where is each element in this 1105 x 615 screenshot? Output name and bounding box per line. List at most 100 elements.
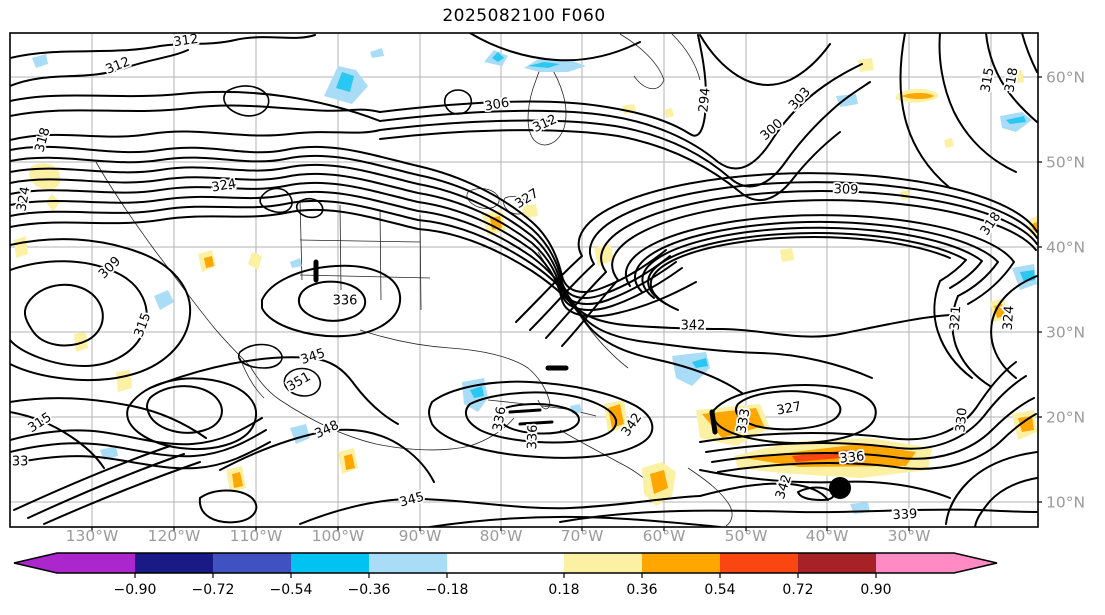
chart-title: 2025082100 F060 [442, 6, 606, 26]
contour-line [429, 515, 721, 527]
contour-line [24, 283, 104, 347]
contour-line [299, 495, 701, 525]
shaded-region [492, 52, 504, 62]
shaded-region [470, 386, 484, 398]
shaded-region [780, 248, 794, 262]
colorbar-tick-label: −0.72 [192, 582, 235, 598]
contour-line [10, 90, 381, 122]
contour-line [469, 33, 641, 62]
colorbar-tick-label: −0.36 [348, 582, 391, 598]
lon-tick-label: 110°W [230, 527, 283, 545]
shaded-region [32, 54, 48, 68]
shaded-region [522, 204, 538, 218]
colorbar-tick-label: −0.18 [426, 582, 469, 598]
contour-line [649, 236, 951, 311]
contour-line [10, 190, 951, 338]
contour-label: 333 [734, 407, 753, 434]
contour-line [508, 408, 542, 414]
shaded-region [1012, 70, 1024, 84]
contour-label: 321 [948, 305, 965, 331]
contour-label: 318 [33, 126, 54, 154]
contour-line [10, 199, 873, 379]
contour-line [515, 172, 1038, 323]
shaded-region [116, 370, 132, 392]
contour-label: 324 [1001, 305, 1018, 331]
contour-label: 309 [833, 182, 858, 198]
contour-line [43, 461, 201, 525]
contour-line [945, 451, 1038, 525]
contour-line [149, 356, 399, 425]
contour-label: 342 [681, 319, 706, 334]
contour-label: 336 [333, 294, 358, 309]
contour-label: 315 [132, 311, 155, 339]
contour-line [443, 89, 473, 115]
contour-line [1021, 33, 1038, 73]
colorbar-tick-label: −0.54 [270, 582, 313, 598]
contour-label: 342 [773, 473, 795, 501]
contour-line [496, 403, 580, 435]
colorbar-tick-label: 0.36 [626, 582, 657, 598]
contour-line [10, 172, 683, 311]
lon-tick-label: 30°W [888, 527, 931, 545]
contour-line [297, 280, 366, 322]
lat-tick-label: 60°N [1046, 69, 1085, 87]
shaded-region [858, 58, 874, 72]
shaded-region [902, 93, 934, 99]
shaded-region [204, 256, 214, 268]
contour-line [641, 226, 983, 299]
shaded-region [336, 72, 354, 92]
contour-label: 345 [398, 490, 426, 511]
contour-line [10, 397, 207, 439]
contour-line [10, 129, 381, 141]
contour-label: 336 [490, 405, 509, 432]
colorbar-tick-label: −0.90 [114, 582, 157, 598]
lon-tick-label: 70°W [561, 527, 604, 545]
contour-line [938, 33, 1017, 173]
contour-label: 339 [892, 507, 918, 523]
contour-label: 294 [696, 87, 713, 113]
lat-tick-label: 40°N [1046, 239, 1085, 257]
colorbar-segment [564, 553, 642, 573]
lat-tick-label: 10°N [1046, 494, 1085, 512]
shaded-region [290, 258, 302, 268]
shaded-region [836, 94, 858, 107]
contour-line [219, 428, 435, 483]
lat-tick-label: 30°N [1046, 324, 1085, 342]
shaded-region [370, 48, 384, 58]
contour-label: 318 [978, 210, 1005, 239]
contour-line [899, 33, 951, 189]
contour-line [259, 187, 293, 214]
colorbar-tick-label: 0.18 [548, 582, 579, 598]
contour-line [990, 275, 1038, 379]
colorbar-right-arrow [954, 553, 997, 573]
contour-line [10, 260, 148, 367]
shaded-region [232, 472, 243, 488]
contour-label: 312 [104, 54, 133, 77]
contour-label: 327 [775, 399, 802, 418]
contour-line [126, 377, 257, 450]
lon-tick-label: 50°W [725, 527, 768, 545]
shaded-region [528, 62, 560, 68]
contour-line [735, 390, 842, 431]
contour-line [974, 477, 1038, 527]
contour-line [10, 34, 316, 59]
lon-tick-label: 100°W [312, 527, 365, 545]
contour-line [518, 420, 554, 426]
shaded-region [29, 163, 61, 190]
contour-line [283, 367, 322, 397]
contour-label: 330 [953, 407, 970, 433]
contour-line [10, 104, 381, 117]
shaded-region [608, 404, 624, 428]
colorbar-tick-label: 0.72 [782, 582, 813, 598]
contour-line [379, 63, 863, 170]
contour-line [261, 264, 402, 338]
coastline [95, 161, 251, 367]
coastline [687, 467, 733, 527]
contour-label: 306 [483, 95, 510, 114]
contour-label: 312 [531, 112, 560, 136]
contour-line [10, 429, 267, 458]
contour-line [428, 380, 654, 459]
lat-tick-label: 50°N [1046, 154, 1085, 172]
